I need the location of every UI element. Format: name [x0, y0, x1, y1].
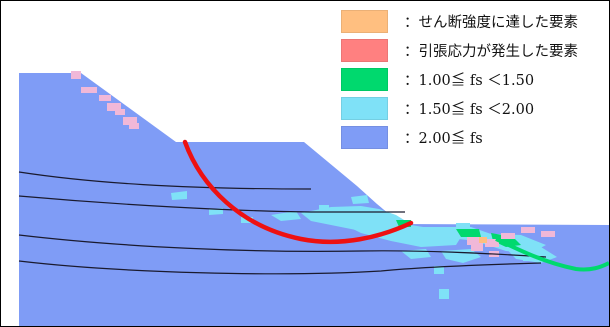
legend-label-shear: ：せん断強度に達した要素	[404, 15, 578, 31]
legend-item-fs-100-150: ：1.00≦ fs ＜1.50	[341, 65, 609, 94]
legend-label-tension: ：引張応力が発生した要素	[404, 44, 578, 60]
legend-item-shear: ：せん断強度に達した要素	[341, 7, 609, 36]
layer-line-4	[18, 260, 542, 275]
legend-item-fs-over-200: ：2.00≦ fs	[341, 123, 609, 152]
fs-100-150-swatch	[341, 68, 388, 91]
legend-label-fs-100-150: ：1.00≦ fs ＜1.50	[404, 73, 535, 89]
ground-body	[19, 73, 609, 326]
shear-patches	[479, 237, 487, 243]
fs-over-200-swatch	[341, 126, 388, 149]
layer-line-1	[18, 171, 312, 190]
critical-slip-circle	[182, 139, 414, 245]
pink-patches	[71, 71, 555, 257]
legend: ：せん断強度に達した要素 ：引張応力が発生した要素 ：1.00≦ fs ＜1.5…	[341, 7, 609, 152]
fs-150-200-swatch	[341, 97, 388, 120]
layer-line-3	[18, 234, 547, 258]
legend-item-fs-150-200: ：1.50≦ fs ＜2.00	[341, 94, 609, 123]
shear-yield-swatch	[341, 10, 388, 33]
layer-boundaries	[18, 171, 547, 275]
critical-low-fs-line	[495, 237, 609, 272]
tension-swatch	[341, 39, 388, 62]
layer-line-2	[18, 195, 405, 213]
legend-label-fs-150-200: ：1.50≦ fs ＜2.00	[404, 102, 535, 118]
legend-item-tension: ：引張応力が発生した要素	[341, 36, 609, 65]
legend-label-fs-over-200: ：2.00≦ fs	[404, 131, 483, 147]
